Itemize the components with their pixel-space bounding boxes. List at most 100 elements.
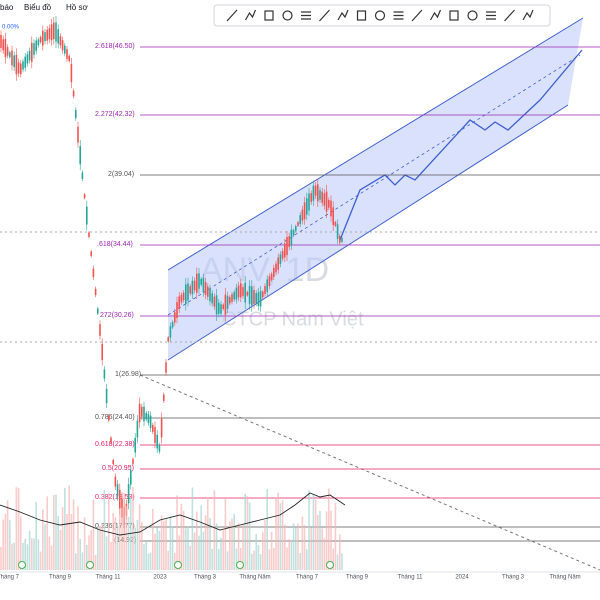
toolbar-button[interactable] (486, 11, 496, 20)
icon (504, 9, 515, 22)
volume-bar (229, 521, 231, 570)
candle-body (290, 229, 293, 245)
trend-line (139, 374, 600, 571)
candle-body (325, 191, 328, 212)
volume-bar (2, 519, 4, 570)
volume-bar (57, 516, 59, 570)
toolbar-button[interactable] (226, 9, 238, 22)
toolbar-button[interactable] (356, 10, 367, 21)
volume-bar (328, 488, 330, 570)
volume-bar (202, 531, 205, 570)
toolbar-button[interactable] (467, 10, 478, 21)
candle-body (336, 224, 339, 239)
candle-body (88, 232, 90, 237)
volume-bar (310, 527, 312, 570)
candle-body (110, 437, 112, 443)
volume-bar (237, 522, 240, 570)
candle-body (231, 294, 233, 302)
toolbar-button[interactable] (411, 9, 423, 22)
volume-bar (152, 508, 154, 570)
volume-bar (145, 540, 147, 570)
candle-body (57, 29, 59, 44)
toolbar-button[interactable] (393, 11, 404, 20)
volume-bar (160, 515, 163, 570)
volume-bar (332, 548, 334, 570)
volume-bar (233, 513, 235, 570)
time-label: Tháng Năm (239, 575, 270, 581)
icon (356, 10, 367, 21)
candle-body (220, 304, 222, 314)
toolbar-button[interactable] (374, 10, 386, 21)
candle-body (178, 296, 180, 309)
volume-bar (101, 523, 103, 570)
candle-body (242, 287, 244, 296)
candle-body (101, 343, 103, 361)
candle-body (31, 42, 33, 62)
candle-body (341, 238, 343, 242)
volume-bar (125, 505, 128, 570)
volume-bar (339, 534, 341, 570)
candle-body (66, 49, 68, 59)
volume-bar (44, 524, 46, 570)
candle-body (244, 282, 246, 303)
candle-body (251, 286, 253, 306)
toolbar-button[interactable] (522, 9, 534, 21)
volume-bar (275, 497, 277, 570)
candle-body (218, 302, 220, 314)
candle-body (200, 278, 202, 285)
toolbar-button[interactable] (244, 9, 257, 21)
candle-body (191, 280, 194, 295)
volume-bar (200, 505, 202, 570)
toolbar-button[interactable] (282, 10, 293, 21)
icon (319, 9, 330, 22)
candle-body (288, 236, 290, 247)
candle-body (295, 226, 297, 231)
menu-item[interactable]: Hồ sơ (66, 3, 88, 12)
candle-body (83, 194, 86, 199)
candle-body (6, 47, 9, 56)
dividend-marker (326, 561, 334, 569)
volume-bar (31, 538, 33, 570)
menu-item[interactable]: báo (0, 3, 14, 12)
watermark-company: CTCP Nam Việt (222, 308, 364, 330)
icon (337, 9, 349, 21)
volume-bar (33, 538, 35, 570)
volume-bar (253, 550, 255, 570)
candle-body (103, 369, 106, 379)
volume-bar (292, 523, 295, 570)
volume-bar (189, 545, 191, 570)
candle-body (64, 45, 66, 54)
volume-bar (218, 548, 220, 570)
volume-bar (264, 520, 266, 570)
candle-body (160, 418, 163, 438)
toolbar-button[interactable] (337, 9, 349, 21)
volume-bar (114, 517, 117, 570)
toolbar-button[interactable] (429, 9, 442, 21)
volume-bar (273, 547, 275, 570)
volume-bar (268, 549, 271, 570)
toolbar-button[interactable] (319, 9, 330, 22)
toolbar-button[interactable] (301, 11, 311, 20)
time-label: Tháng 9 (346, 575, 369, 581)
candle-body (55, 22, 57, 42)
toolbar-button[interactable] (449, 10, 459, 21)
candle-body (26, 54, 29, 64)
menu-item[interactable]: Biểu đồ (24, 3, 52, 12)
fib-label: 0.618(22.38) (95, 441, 135, 448)
volume-bar (83, 517, 86, 570)
candle-body (147, 413, 150, 423)
volume-bar (110, 541, 112, 570)
volume-bar (224, 497, 227, 570)
volume-bar (207, 497, 209, 570)
volume-bar (132, 486, 134, 570)
candle-body (273, 267, 275, 277)
candle-body (68, 55, 70, 61)
icon (522, 9, 534, 21)
candle-body (207, 286, 209, 297)
drawing-toolbar (213, 4, 551, 27)
toolbar-button[interactable] (264, 10, 274, 21)
toolbar-button[interactable] (504, 9, 515, 22)
candle-body (156, 434, 158, 449)
candle-body (297, 222, 299, 226)
candle-body (86, 206, 88, 225)
